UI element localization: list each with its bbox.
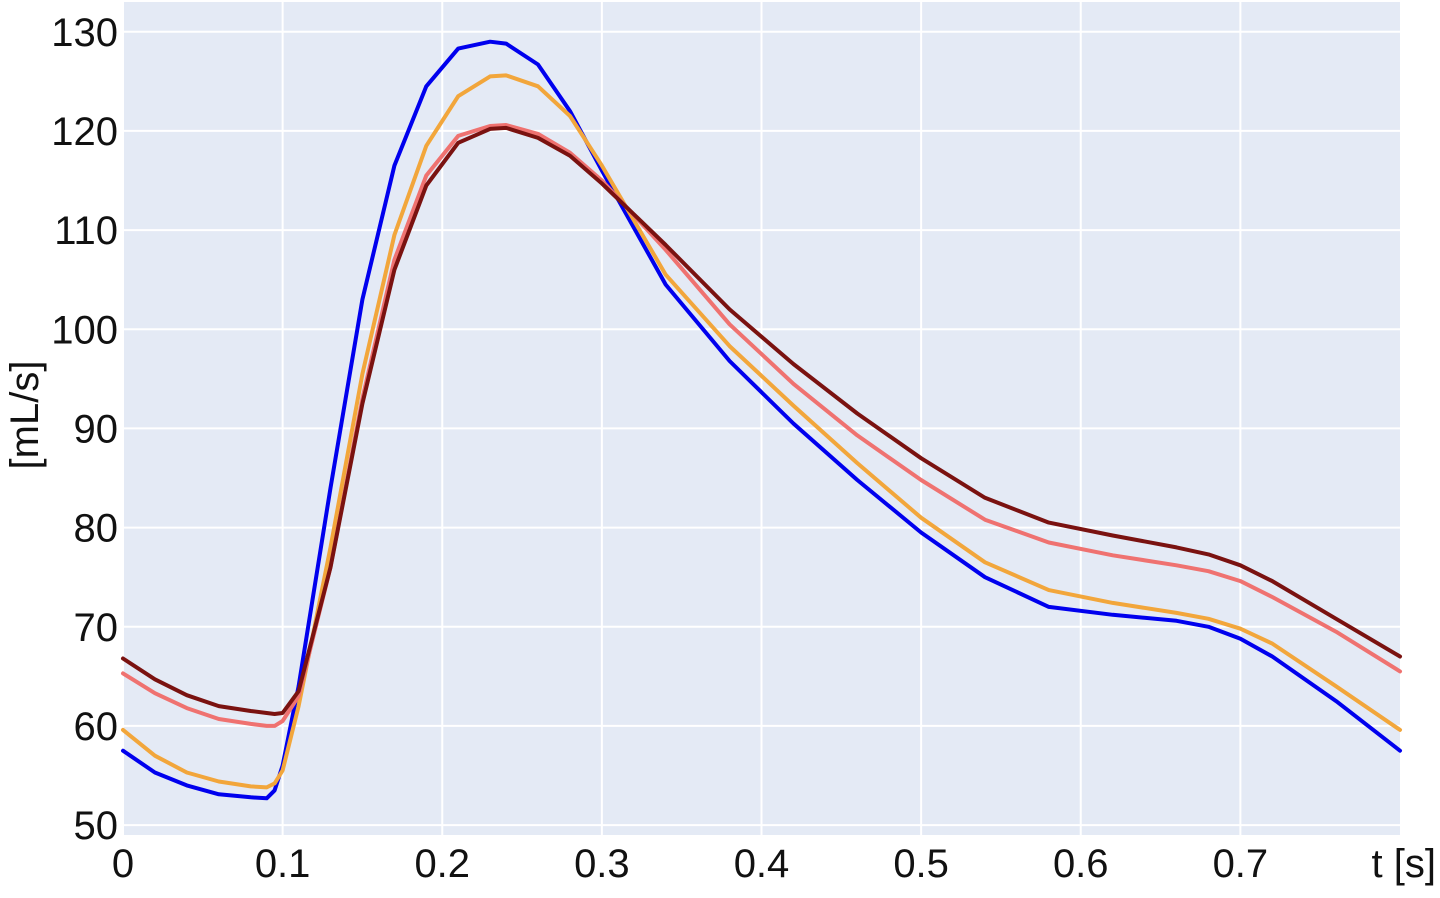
y-axis-label: [mL/s]: [3, 361, 47, 470]
series-line-2: [121, 73, 1402, 790]
y-tick-label: 130: [51, 11, 118, 55]
y-tick-label: 90: [74, 407, 119, 451]
y-tick-label: 60: [74, 705, 119, 749]
y-tick-label: 110: [54, 209, 118, 253]
x-tick-label: 0.7: [1213, 842, 1269, 886]
x-axis-label: t [s]: [1372, 842, 1436, 886]
x-tick-label: 0.4: [734, 842, 790, 886]
x-tick-label: 0.5: [893, 842, 949, 886]
x-tick-label: 0.1: [255, 842, 311, 886]
y-tick-label: 120: [51, 110, 118, 154]
series-line-4: [121, 125, 1402, 716]
x-tick-label: 0.6: [1053, 842, 1109, 886]
y-tick-label: 50: [74, 804, 119, 848]
x-tick-label: 0.2: [414, 842, 470, 886]
y-tick-label: 70: [74, 606, 119, 650]
series-line-3: [121, 123, 1402, 728]
x-tick-label: 0.3: [574, 842, 630, 886]
series-lines: [121, 39, 1402, 801]
y-tick-labels: 50 60 70 80 90 100 110 120 130: [51, 11, 118, 848]
x-tick-labels: 0 0.1 0.2 0.3 0.4 0.5 0.6 0.7: [112, 842, 1268, 886]
x-tick-label: 0: [112, 842, 134, 886]
series-line-1: [121, 39, 1402, 801]
grid-lines: [122, 2, 1400, 835]
y-tick-label: 80: [74, 507, 119, 551]
y-tick-label: 100: [51, 308, 118, 352]
